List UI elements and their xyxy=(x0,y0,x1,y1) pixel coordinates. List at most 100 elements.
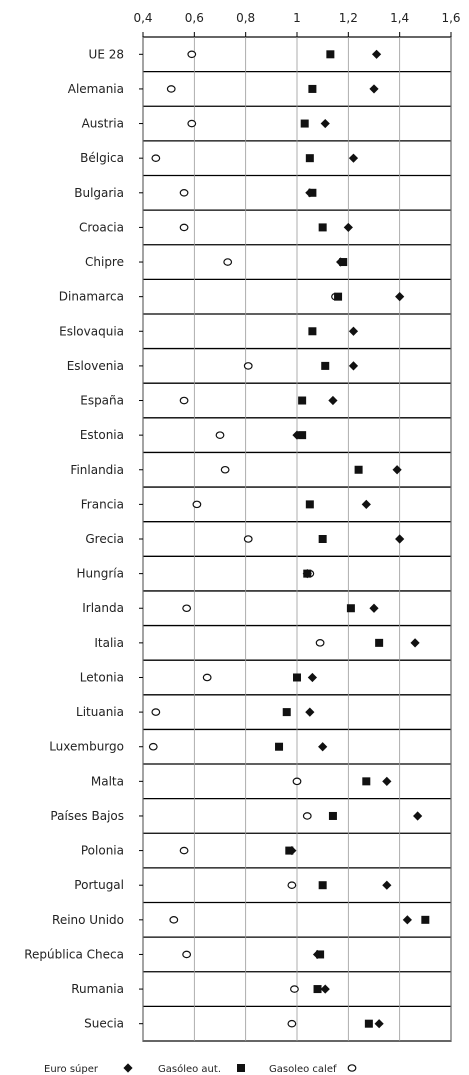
category-label: UE 28 xyxy=(89,47,124,61)
category-label: Francia xyxy=(81,497,124,511)
euro-super-point xyxy=(343,222,353,233)
gasoleo-aut-point xyxy=(346,604,355,613)
legend-label: Gasoleo calef xyxy=(269,1064,337,1075)
category-labels: UE 28 Alemania Austria Bélgica Bulgaria Croac… xyxy=(24,47,143,1031)
gasoleo-calef-point xyxy=(220,465,230,474)
category-label: Letonia xyxy=(80,670,124,684)
category-label: Grecia xyxy=(85,532,124,546)
gasoleo-aut-point xyxy=(308,84,317,93)
gasoleo-aut-point xyxy=(298,431,307,440)
gasoleo-calef-point xyxy=(192,500,202,509)
euro-super-point xyxy=(402,915,412,925)
gasoleo-calef-point xyxy=(182,950,192,959)
x-tick-label: 1,6 xyxy=(441,11,460,25)
gasoleo-aut-point xyxy=(300,119,309,128)
gasoleo-aut-point xyxy=(364,1019,373,1028)
legend-label: Euro súper xyxy=(44,1063,99,1075)
gasoleo-aut-point xyxy=(308,327,317,336)
legend: Euro súper Gasóleo aut. Gasoleo calef xyxy=(44,1063,357,1075)
category-label: Italia xyxy=(94,636,124,650)
euro-super-point xyxy=(305,707,315,717)
gasoleo-calef-point xyxy=(179,188,189,197)
euro-super-point xyxy=(348,361,359,371)
x-tick-label: 1,4 xyxy=(390,11,409,25)
euro-super-point xyxy=(369,603,379,613)
category-label: Rumania xyxy=(71,982,124,996)
euro-super-point xyxy=(305,188,315,198)
euro-super-point xyxy=(382,776,392,786)
x-tick-label: 1,2 xyxy=(339,11,358,25)
category-label: Austria xyxy=(82,117,124,131)
legend-marker xyxy=(237,1064,245,1072)
category-label: Países Bajos xyxy=(50,809,124,823)
x-tick-label: 0,6 xyxy=(185,11,204,25)
gasoleo-calef-point xyxy=(166,85,176,93)
gasoleo-calef-point xyxy=(243,362,253,370)
euro-super-point xyxy=(292,430,302,440)
gasoleo-aut-point xyxy=(298,396,307,405)
category-label: Estonia xyxy=(80,428,124,442)
gasoleo-calef-point xyxy=(169,916,179,924)
x-tick-label: 0,8 xyxy=(236,11,255,25)
category-label: República Checa xyxy=(24,947,124,961)
gasoleo-calef-point xyxy=(223,258,233,266)
gasoleo-aut-point xyxy=(293,673,301,682)
category-label: Suecia xyxy=(84,1017,124,1031)
gridlines xyxy=(142,37,452,1041)
x-axis-ticks: 0,4 0,6 0,8 1 1,2 1,4 1,6 xyxy=(133,11,461,37)
gasoleo-calef-point xyxy=(179,846,189,855)
euro-super-point xyxy=(320,118,330,129)
gasoleo-calef-point xyxy=(302,812,312,820)
gasoleo-calef-point xyxy=(182,604,192,613)
gasoleo-aut-point xyxy=(313,985,322,994)
gasoleo-calef-point xyxy=(243,535,253,543)
category-label: Alemania xyxy=(68,82,124,96)
gasoleo-aut-point xyxy=(362,777,371,786)
euro-super-point xyxy=(361,499,371,509)
euro-super-point xyxy=(348,326,359,336)
category-label: Lituania xyxy=(76,705,124,719)
gasoleo-calef-point xyxy=(292,777,302,786)
gasoleo-calef-point xyxy=(287,1019,297,1028)
category-label: Portugal xyxy=(74,878,124,892)
gasoleo-calef-point xyxy=(179,223,189,232)
gasoleo-calef-point xyxy=(187,119,197,128)
gasoleo-aut-point xyxy=(321,361,330,370)
category-label: Reino Unido xyxy=(52,913,124,927)
data-marks xyxy=(148,49,430,1029)
euro-super-point xyxy=(369,84,379,94)
category-label: Chipre xyxy=(85,255,124,269)
legend-marker xyxy=(347,1064,357,1072)
gasoleo-aut-point xyxy=(318,535,327,543)
euro-super-point xyxy=(307,672,317,683)
legend-marker xyxy=(123,1063,133,1073)
gasoleo-aut-point xyxy=(305,500,314,509)
gasoleo-calef-point xyxy=(215,431,225,439)
category-label: España xyxy=(80,394,124,408)
euro-super-point xyxy=(287,845,297,856)
gasoleo-aut-point xyxy=(328,811,337,820)
category-label: Malta xyxy=(91,774,124,788)
gasoleo-calef-point xyxy=(290,985,299,993)
category-label: Hungría xyxy=(77,567,124,581)
euro-super-point xyxy=(348,153,359,163)
euro-super-point xyxy=(328,395,338,406)
gasoleo-calef-point xyxy=(151,154,161,162)
gasoleo-aut-point xyxy=(354,465,363,474)
gasoleo-aut-point xyxy=(421,915,430,924)
euro-super-point xyxy=(320,984,330,994)
euro-super-point xyxy=(410,638,420,648)
category-label: Croacia xyxy=(79,220,124,234)
gasoleo-aut-point xyxy=(305,154,314,163)
category-label: Polonia xyxy=(81,844,124,858)
gasoleo-aut-point xyxy=(375,638,384,647)
euro-super-point xyxy=(371,49,382,59)
gasoleo-calef-point xyxy=(179,396,189,405)
gasoleo-aut-point xyxy=(318,881,327,890)
euro-super-point xyxy=(395,534,405,544)
gasoleo-calef-point xyxy=(187,50,197,59)
euro-super-point xyxy=(374,1019,384,1029)
category-label: Luxemburgo xyxy=(49,740,124,754)
euro-super-point xyxy=(382,880,392,890)
